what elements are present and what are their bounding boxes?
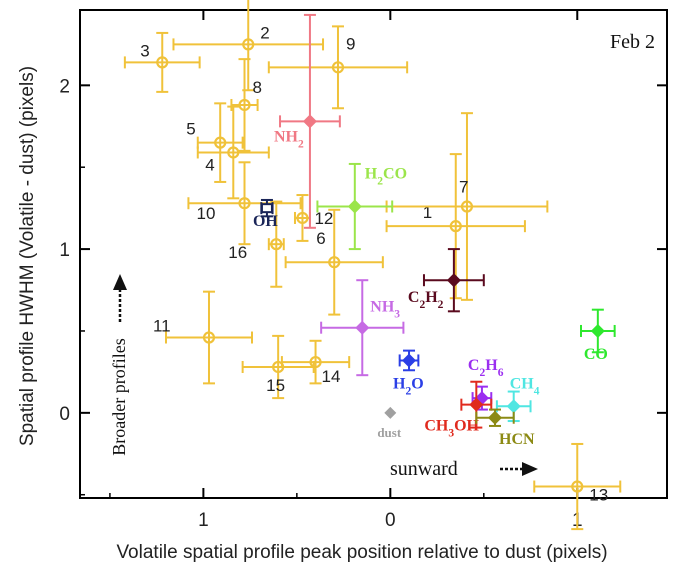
molecule-label: C2H2 [408, 289, 444, 311]
broader-profiles-annotation: Broader profiles [109, 338, 129, 455]
molecule-point-nh3: NH3 [320, 279, 405, 377]
molecule-label: NH3 [370, 299, 400, 321]
molecule-label: OH [253, 213, 278, 230]
numbered-point-11: 11 [153, 290, 253, 385]
molecule-label: CO [584, 346, 608, 363]
numbered-point-label: 7 [459, 178, 468, 197]
numbered-point-label: 10 [197, 204, 216, 223]
y-tick-label: 1 [59, 240, 70, 261]
numbered-point-12: 12 [293, 194, 333, 242]
molecule-label: H2O [393, 375, 424, 397]
molecule-label: H2CO [365, 166, 407, 188]
x-tick-label: 0 [385, 510, 396, 531]
molecule-point-hcn: HCN [475, 408, 535, 448]
numbered-point-label: 12 [314, 209, 333, 228]
numbered-point-4: 4 [196, 105, 270, 200]
molecule-label: NH2 [274, 128, 304, 150]
numbered-point-3: 3 [123, 31, 201, 93]
molecule-point-h2co: H2CO [316, 162, 407, 251]
data-points: 12345678910111213141516NH2H2COOHC2H2NH3H… [123, 0, 622, 531]
molecule-label: CH3OH [424, 418, 479, 440]
numbered-point-label: 1 [423, 203, 432, 222]
numbered-point-label: 6 [316, 229, 325, 248]
numbered-point-14: 14 [280, 339, 351, 386]
x-tick-label: 1 [198, 510, 209, 531]
panel-label: Feb 2 [610, 31, 655, 53]
molecule-point-nh2: NH2 [274, 13, 341, 229]
axis-ticks [80, 10, 667, 498]
molecule-label: C2H6 [468, 357, 504, 379]
numbered-point-label: 2 [260, 23, 269, 42]
numbered-point-label: 13 [589, 486, 608, 505]
molecule-point-co: CO [580, 308, 616, 363]
molecule-point-ch4: CH4 [495, 375, 540, 423]
numbered-point-label: 11 [153, 317, 171, 336]
numbered-point-2: 2 [172, 0, 325, 92]
numbered-point-label: 4 [205, 155, 214, 174]
numbered-point-label: 16 [228, 243, 247, 262]
numbered-point-label: 3 [140, 41, 149, 60]
numbered-point-10: 10 [187, 161, 302, 246]
y-tick-label: 2 [59, 76, 70, 97]
numbered-point-6: 6 [284, 208, 384, 316]
x-axis-label: Volatile spatial profile peak position r… [116, 542, 607, 563]
plot-frame [79, 9, 668, 499]
molecule-label: dust [377, 425, 402, 440]
molecule-label: HCN [499, 431, 535, 448]
numbered-point-label: 8 [253, 78, 262, 97]
y-axis-label: Spatial profile HWHM (Volatile - dust) (… [17, 66, 38, 446]
x-tick-labels: 101 [198, 510, 582, 531]
molecule-point-ch3oh: CH3OH [424, 380, 493, 440]
molecule-point-h2o: H2O [393, 349, 424, 397]
numbered-point-15: 15 [241, 334, 315, 400]
numbered-point-1: 1 [385, 153, 526, 300]
numbered-point-16: 16 [228, 200, 285, 288]
numbered-point-7: 7 [385, 112, 549, 301]
numbered-point-label: 15 [266, 376, 285, 395]
y-tick-label: 0 [59, 404, 70, 425]
numbered-point-13: 13 [533, 442, 622, 531]
broader-profiles-arrow [113, 274, 127, 322]
numbered-point-label: 14 [322, 367, 341, 386]
molecule-label: CH4 [510, 375, 540, 397]
sunward-annotation: sunward [390, 458, 458, 480]
molecule-point-dust: dust [377, 406, 402, 440]
molecule-point-c2h2: C2H2 [408, 248, 485, 313]
molecule-point-oh: OH [253, 198, 278, 230]
numbered-point-label: 5 [186, 120, 195, 139]
numbered-point-8: 8 [230, 58, 262, 152]
numbered-point-9: 9 [267, 25, 409, 110]
y-tick-labels: 0 1 2 [59, 76, 70, 425]
sunward-arrow [500, 462, 538, 476]
numbered-point-5: 5 [186, 102, 244, 183]
numbered-point-label: 9 [346, 34, 355, 53]
